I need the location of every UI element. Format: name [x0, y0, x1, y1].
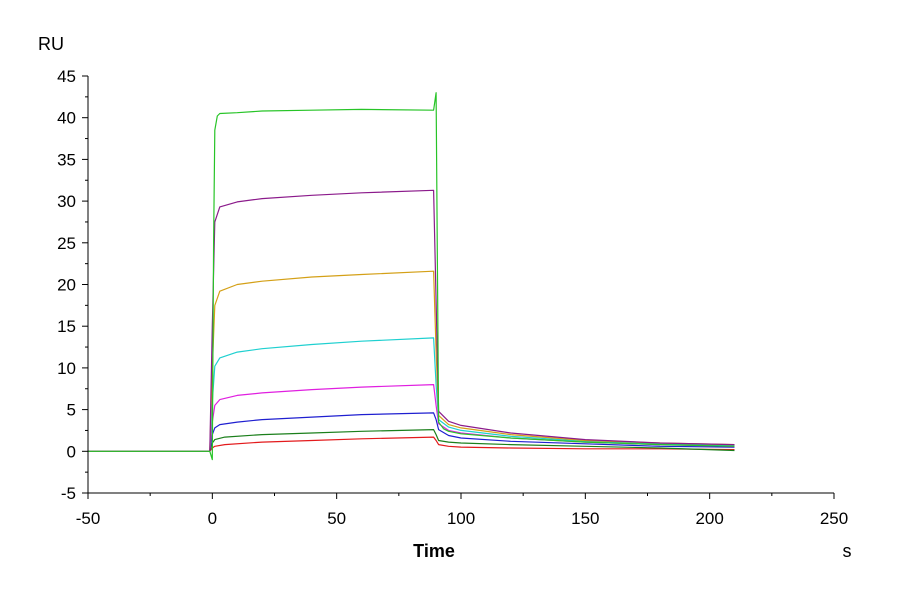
series-line-2: [88, 429, 735, 452]
x-tick-label: 50: [327, 509, 346, 528]
series-line-6: [88, 270, 735, 452]
y-tick-label: -5: [61, 484, 76, 503]
x-tick-label: 0: [208, 509, 217, 528]
series-line-7: [88, 189, 735, 452]
x-axis-unit: s: [843, 541, 852, 561]
y-tick-label: 25: [57, 234, 76, 253]
y-tick-label: 20: [57, 276, 76, 295]
x-tick-label: -50: [76, 509, 101, 528]
x-axis-label: Time: [413, 541, 455, 561]
y-tick-label: 45: [57, 67, 76, 86]
y-tick-label: 35: [57, 150, 76, 169]
x-tick-label: 100: [447, 509, 475, 528]
y-axis-label: RU: [38, 34, 64, 54]
series-line-4: [88, 384, 735, 452]
series-line-1: [88, 436, 735, 452]
y-tick-label: 5: [67, 401, 76, 420]
y-tick-label: 0: [67, 442, 76, 461]
series-line-3: [88, 412, 735, 452]
y-tick-label: 40: [57, 109, 76, 128]
series-line-8: [88, 92, 735, 461]
y-tick-label: 10: [57, 359, 76, 378]
y-tick-label: 30: [57, 192, 76, 211]
y-tick-label: 15: [57, 317, 76, 336]
series-layer: [88, 92, 735, 461]
x-tick-label: 200: [695, 509, 723, 528]
x-tick-label: 150: [571, 509, 599, 528]
series-line-5: [88, 337, 735, 452]
x-tick-label: 250: [820, 509, 848, 528]
